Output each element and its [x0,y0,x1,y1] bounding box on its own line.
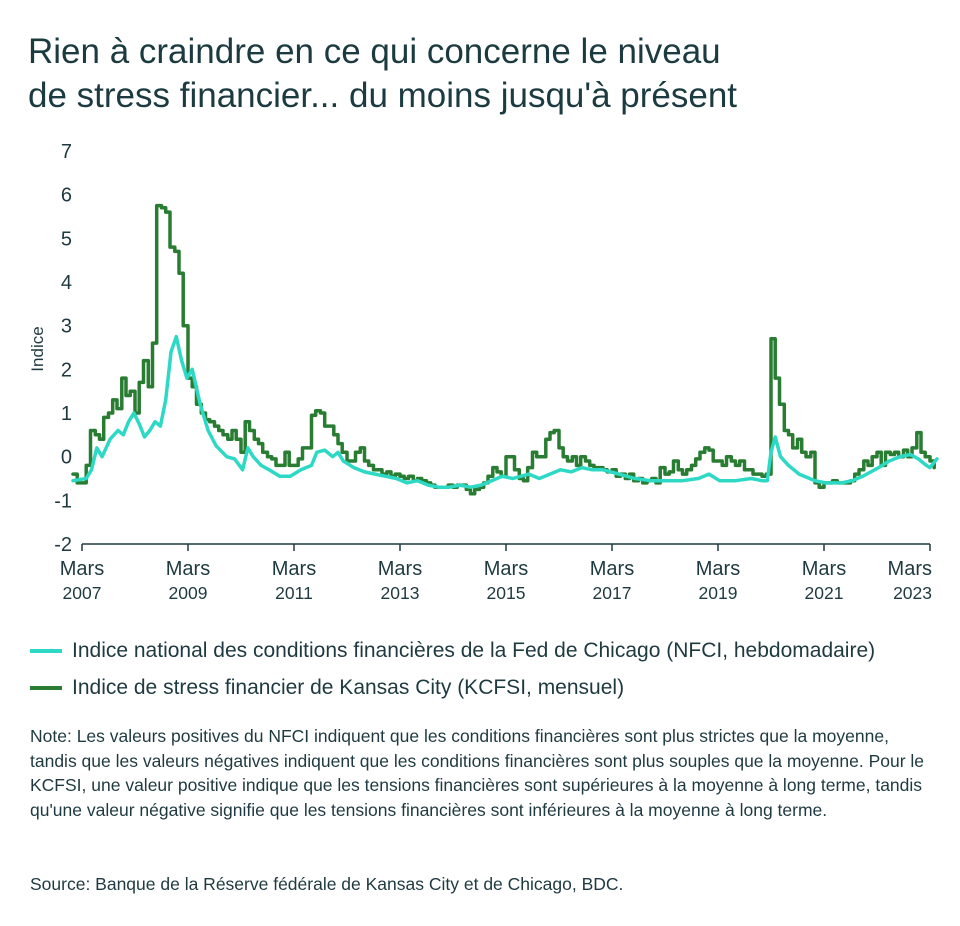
chart-source: Source: Banque de la Réserve fédérale de… [30,874,624,894]
x-tick-label-month: Mars [888,558,932,580]
x-tick-label-year: 2017 [593,583,632,603]
y-tick-label: 5 [61,228,72,250]
y-tick-label: 1 [61,403,72,425]
x-tick-label-month: Mars [484,558,528,580]
legend-item-nfci[interactable]: Indice national des conditions financièr… [30,632,875,669]
y-tick-label: 3 [61,316,72,338]
legend-swatch-nfci [30,648,62,653]
y-tick-label: -2 [54,534,72,556]
x-tick-label-month: Mars [378,558,422,580]
series-line-kcfsi [71,203,936,496]
x-tick-label-year: 2023 [893,583,932,603]
x-tick-label-year: 2021 [805,583,844,603]
y-tick-label: -1 [54,490,72,512]
legend: Indice national des conditions financièr… [30,632,875,706]
x-tick-label-month: Mars [590,558,634,580]
x-tick-label-month: Mars [60,558,104,580]
x-tick-label-month: Mars [802,558,846,580]
y-axis: -2 -1 0 1 2 3 4 5 6 7 [54,141,72,556]
x-tick-label-year: 2009 [169,583,208,603]
chart-note: Note: Les valeurs positives du NFCI indi… [30,726,925,820]
legend-swatch-kcfsi [30,685,62,690]
legend-label-nfci: Indice national des conditions financièr… [72,638,876,662]
series-layer [71,203,939,496]
x-tick-label-year: 2019 [699,583,738,603]
legend-label-kcfsi: Indice de stress financier de Kansas Cit… [72,675,625,699]
x-tick-label-year: 2011 [275,583,313,603]
y-tick-label: 4 [61,272,72,294]
y-tick-label: 6 [61,185,72,207]
series-line-nfci [71,334,939,489]
chart-title-line-2: de stress financier... du moins jusqu'à … [28,76,738,115]
chart-title: Rien à craindre en ce qui concerne le ni… [28,30,928,118]
x-axis: Mars 2007 Mars 2009 Mars 2011 Mars 2013 Mars 2015… [60,543,932,603]
x-tick-label-year: 2013 [381,583,420,603]
legend-item-kcfsi[interactable]: Indice de stress financier de Kansas Cit… [30,669,875,706]
x-tick-label-month: Mars [272,558,316,580]
y-tick-label: 0 [61,447,72,469]
y-axis-label: Indice [28,326,47,371]
x-tick-label-year: 2007 [63,583,102,603]
x-tick-label-month: Mars [696,558,740,580]
y-tick-label: 2 [61,359,72,381]
y-tick-label: 7 [61,141,72,163]
chart-title-line-1: Rien à craindre en ce qui concerne le ni… [28,32,721,71]
x-tick-label-year: 2015 [487,583,526,603]
x-tick-label-month: Mars [166,558,210,580]
